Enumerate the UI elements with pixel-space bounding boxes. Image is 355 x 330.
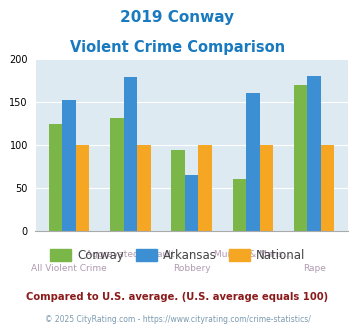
Text: © 2025 CityRating.com - https://www.cityrating.com/crime-statistics/: © 2025 CityRating.com - https://www.city… bbox=[45, 315, 310, 324]
Bar bbox=[124, 78, 137, 231]
Text: Violent Crime Comparison: Violent Crime Comparison bbox=[70, 40, 285, 54]
Bar bbox=[76, 145, 89, 231]
Bar bbox=[233, 179, 246, 231]
Bar bbox=[62, 100, 76, 231]
Bar bbox=[321, 145, 334, 231]
Text: Aggravated Assault: Aggravated Assault bbox=[86, 250, 175, 259]
Bar bbox=[110, 118, 124, 231]
Bar bbox=[137, 145, 151, 231]
Text: Robbery: Robbery bbox=[173, 264, 211, 273]
Bar bbox=[294, 85, 307, 231]
Text: 2019 Conway: 2019 Conway bbox=[120, 10, 235, 25]
Bar bbox=[171, 150, 185, 231]
Text: Murder & Mans...: Murder & Mans... bbox=[214, 250, 292, 259]
Bar bbox=[198, 145, 212, 231]
Bar bbox=[49, 124, 62, 231]
Bar bbox=[307, 76, 321, 231]
Bar bbox=[260, 145, 273, 231]
Bar bbox=[185, 175, 198, 231]
Text: All Violent Crime: All Violent Crime bbox=[31, 264, 107, 273]
Legend: Conway, Arkansas, National: Conway, Arkansas, National bbox=[45, 244, 310, 266]
Text: Compared to U.S. average. (U.S. average equals 100): Compared to U.S. average. (U.S. average … bbox=[26, 292, 329, 302]
Text: Rape: Rape bbox=[303, 264, 326, 273]
Bar bbox=[246, 93, 260, 231]
